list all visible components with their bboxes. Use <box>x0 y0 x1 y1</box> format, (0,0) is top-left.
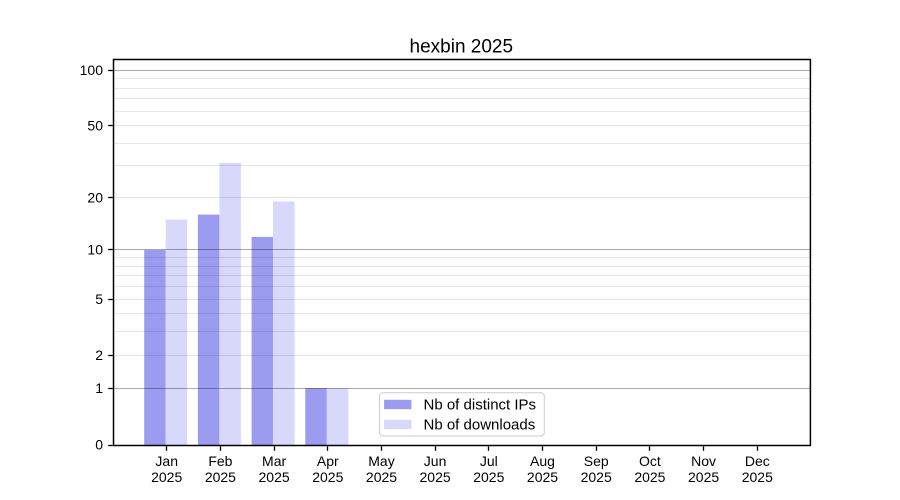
svg-text:2025: 2025 <box>205 469 236 485</box>
svg-text:50: 50 <box>87 117 103 133</box>
svg-text:2025: 2025 <box>634 469 665 485</box>
svg-text:2025: 2025 <box>259 469 290 485</box>
svg-text:Aug: Aug <box>530 453 555 469</box>
svg-text:Sep: Sep <box>584 453 609 469</box>
svg-text:0: 0 <box>95 437 103 453</box>
svg-text:Apr: Apr <box>317 453 339 469</box>
svg-text:Feb: Feb <box>208 453 232 469</box>
svg-text:Nov: Nov <box>691 453 716 469</box>
svg-text:2025: 2025 <box>151 469 182 485</box>
svg-text:2025: 2025 <box>527 469 558 485</box>
svg-text:2025: 2025 <box>581 469 612 485</box>
svg-text:2025: 2025 <box>366 469 397 485</box>
svg-text:100: 100 <box>80 62 104 78</box>
svg-text:hexbin 2025: hexbin 2025 <box>410 36 514 57</box>
svg-text:May: May <box>368 453 394 469</box>
svg-text:1: 1 <box>95 380 103 396</box>
svg-text:Jan: Jan <box>155 453 178 469</box>
svg-text:2025: 2025 <box>688 469 719 485</box>
svg-text:Jul: Jul <box>480 453 498 469</box>
svg-text:10: 10 <box>87 242 103 258</box>
svg-text:Mar: Mar <box>262 453 286 469</box>
svg-text:2025: 2025 <box>473 469 504 485</box>
svg-text:5: 5 <box>95 291 103 307</box>
svg-text:2025: 2025 <box>420 469 451 485</box>
svg-text:Nb of distinct IPs: Nb of distinct IPs <box>424 397 537 414</box>
svg-text:20: 20 <box>87 189 103 205</box>
svg-text:Dec: Dec <box>745 453 770 469</box>
svg-text:Nb of downloads: Nb of downloads <box>424 417 536 434</box>
svg-text:Jun: Jun <box>424 453 447 469</box>
svg-text:2025: 2025 <box>742 469 773 485</box>
svg-text:2: 2 <box>95 347 103 363</box>
svg-text:Oct: Oct <box>639 453 661 469</box>
svg-text:2025: 2025 <box>312 469 343 485</box>
